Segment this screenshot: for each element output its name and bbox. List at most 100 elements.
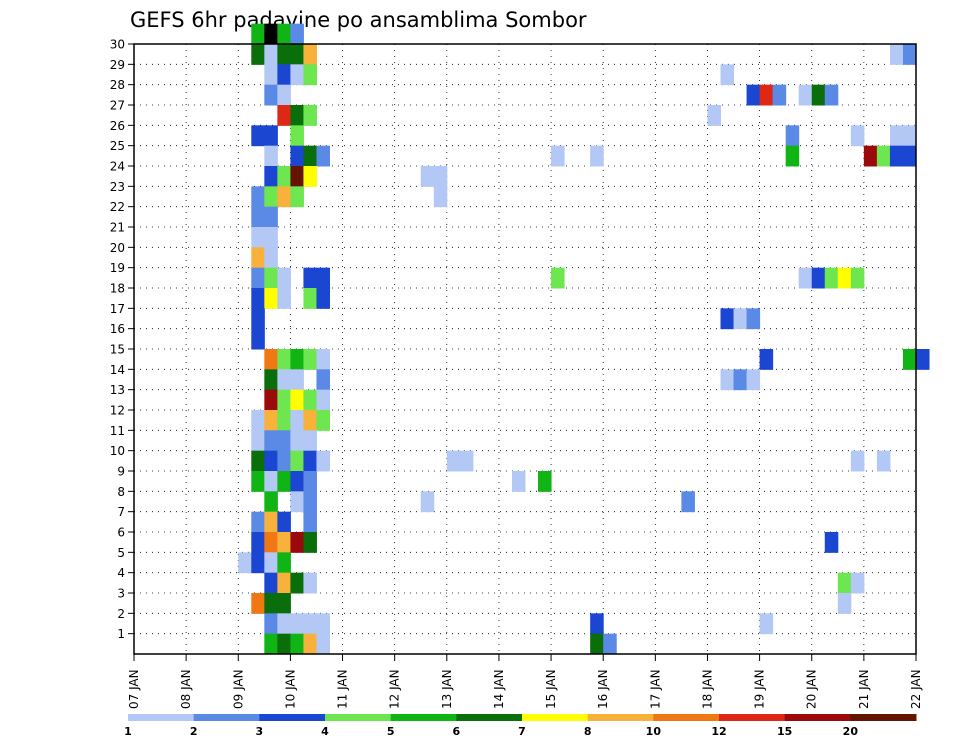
heatmap-cell	[264, 288, 278, 309]
heatmap-cell	[264, 613, 278, 635]
x-tick-label: 15 JAN	[544, 669, 558, 709]
colorbar-label: 7	[518, 725, 526, 738]
heatmap-cell	[277, 593, 291, 614]
heatmap-cell	[264, 84, 278, 106]
heatmap-cell	[902, 125, 917, 147]
heatmap-cell	[759, 84, 774, 106]
heatmap-cell	[889, 125, 904, 147]
heatmap-cell	[264, 450, 278, 472]
x-axis: 07 JAN 08 JAN 09 JAN 10 JAN 11 JAN 12 JAN 13 J…	[127, 654, 923, 709]
colorbar-label: 3	[256, 725, 264, 738]
heatmap-cell	[433, 186, 448, 208]
heatmap-cell	[433, 166, 448, 187]
heatmap-cell	[290, 471, 304, 492]
y-tick-label: 6	[117, 526, 125, 540]
heatmap-cell	[459, 450, 474, 472]
heatmap-cell	[264, 430, 278, 452]
heatmap-cell	[277, 64, 291, 86]
heatmap-cell	[277, 105, 291, 126]
heatmap-cell	[746, 369, 761, 391]
heatmap-cell	[277, 186, 291, 208]
heatmap-cell	[303, 44, 317, 65]
y-tick-label: 9	[117, 465, 125, 479]
heatmap-cell	[290, 430, 304, 452]
heatmap-cell	[850, 125, 865, 147]
y-tick-label: 3	[117, 587, 125, 601]
y-tick-label: 8	[117, 485, 125, 499]
heatmap-cell	[850, 572, 865, 594]
heatmap-cell	[251, 227, 265, 248]
heatmap-cell	[264, 471, 278, 492]
heatmap-cell	[876, 145, 891, 167]
heatmap-cell	[316, 410, 330, 431]
y-tick-label: 13	[110, 383, 125, 397]
y-tick-label: 12	[110, 404, 125, 418]
heatmap-cell	[303, 491, 317, 513]
heatmap-cell	[316, 288, 330, 309]
heatmap-cell	[277, 349, 291, 370]
colorbar-swatch	[456, 714, 523, 721]
colorbar-swatch	[522, 714, 589, 721]
heatmap-cell	[902, 145, 917, 167]
y-tick-label: 17	[110, 302, 125, 316]
chart-title: GEFS 6hr padavine po ansamblima Sombor	[130, 8, 587, 32]
heatmap-cell	[303, 450, 317, 472]
heatmap-cell	[251, 593, 265, 614]
heatmap-cell	[264, 633, 278, 655]
heatmap-cell	[277, 288, 291, 309]
heatmap-cell	[720, 308, 735, 330]
heatmap-cell	[290, 532, 304, 553]
colorbar-swatch	[587, 714, 654, 721]
heatmap-cell	[290, 125, 304, 147]
colorbar-swatch	[784, 714, 851, 721]
heatmap-cell	[590, 613, 604, 635]
heatmap-cell	[290, 105, 304, 126]
heatmap-cell	[824, 84, 839, 106]
heatmap-cell	[316, 633, 330, 655]
y-tick-label: 28	[110, 78, 125, 92]
heatmap-cell	[902, 44, 917, 65]
heatmap-cell	[303, 532, 317, 553]
heatmap-cell	[876, 450, 891, 472]
colorbar-legend: 1 2 3 4 5 6 7 8 10 12 15 20	[124, 714, 917, 738]
heatmap-cell	[290, 349, 304, 370]
heatmap-cell	[837, 572, 852, 594]
heatmap-cell	[811, 267, 826, 289]
y-tick-label: 5	[117, 546, 125, 560]
heatmap-cell	[238, 552, 252, 574]
heatmap-cell	[316, 267, 330, 289]
x-tick-label: 18 JAN	[700, 669, 714, 709]
heatmap-cell	[251, 450, 265, 472]
heatmap-cell	[733, 369, 748, 391]
heatmap-cell	[264, 491, 278, 513]
heatmap-cell	[420, 166, 435, 187]
colorbar-label: 5	[387, 725, 395, 738]
heatmap-cell	[251, 410, 265, 431]
y-tick-label: 18	[110, 282, 125, 296]
heatmap-cell	[264, 206, 278, 228]
y-tick-label: 26	[110, 119, 125, 133]
heatmap-cell	[303, 349, 317, 370]
heatmap-cell	[863, 145, 878, 167]
heatmap-cell	[264, 349, 278, 370]
y-tick-label: 16	[110, 322, 125, 336]
heatmap-cell	[837, 267, 852, 289]
colorbar-swatch	[719, 714, 786, 721]
heatmap-cell	[277, 532, 291, 553]
heatmap-cell	[277, 410, 291, 431]
heatmap-cell	[316, 369, 330, 391]
y-tick-label: 21	[110, 221, 125, 235]
heatmap-cell	[264, 410, 278, 431]
heatmap-cell	[303, 471, 317, 492]
heatmap-cell	[759, 349, 774, 370]
y-tick-label: 15	[110, 343, 125, 357]
heatmap-cell	[538, 471, 552, 492]
heatmap-cell	[837, 593, 852, 614]
heatmap-cell	[850, 267, 865, 289]
heatmap-cell	[303, 64, 317, 86]
x-tick-label: 13 JAN	[440, 669, 454, 709]
heatmap-cell	[264, 186, 278, 208]
heatmap-cell	[889, 44, 904, 65]
heatmap-cell	[798, 267, 813, 289]
